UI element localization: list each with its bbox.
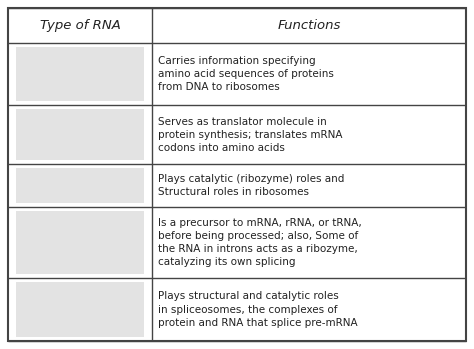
- Text: Carries information specifying
amino acid sequences of proteins
from DNA to ribo: Carries information specifying amino aci…: [158, 56, 334, 92]
- Bar: [16, 282, 144, 337]
- Bar: [16, 168, 144, 203]
- Bar: [16, 211, 144, 274]
- Text: Type of RNA: Type of RNA: [40, 19, 120, 32]
- Text: Serves as translator molecule in
protein synthesis; translates mRNA
codons into : Serves as translator molecule in protein…: [158, 117, 342, 153]
- Text: Plays structural and catalytic roles
in spliceosomes, the complexes of
protein a: Plays structural and catalytic roles in …: [158, 291, 357, 328]
- Bar: [16, 110, 144, 160]
- Text: Is a precursor to mRNA, rRNA, or tRNA,
before being processed; also, Some of
the: Is a precursor to mRNA, rRNA, or tRNA, b…: [158, 218, 362, 267]
- Text: Functions: Functions: [277, 19, 341, 32]
- Text: Plays catalytic (ribozyme) roles and
Structural roles in ribosomes: Plays catalytic (ribozyme) roles and Str…: [158, 174, 344, 197]
- Bar: [16, 46, 144, 102]
